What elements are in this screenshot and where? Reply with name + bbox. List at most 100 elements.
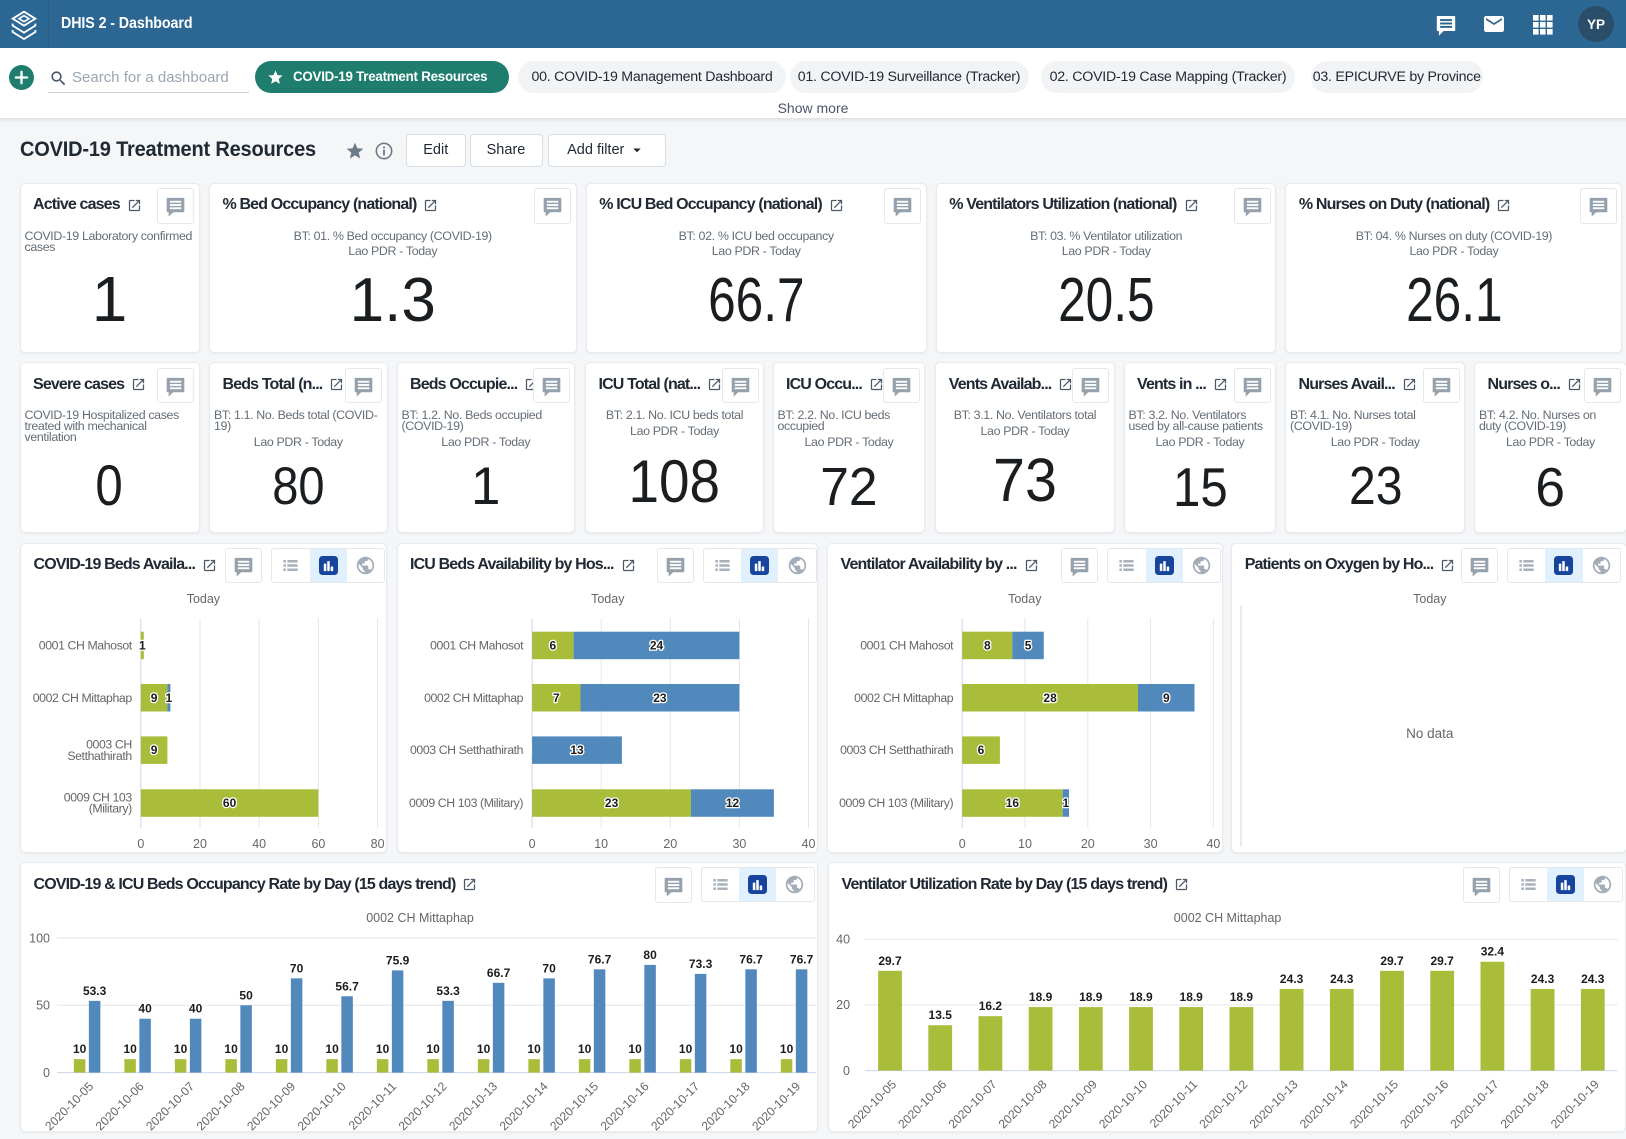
- svg-text:2020-10-19: 2020-10-19: [749, 1079, 803, 1131]
- svg-text:2020-10-18: 2020-10-18: [699, 1079, 753, 1131]
- svg-text:0003 CH: 0003 CH: [86, 737, 132, 751]
- svg-text:29.7: 29.7: [1431, 954, 1455, 968]
- svg-text:40: 40: [1206, 836, 1220, 850]
- svg-text:0002 CH Mittaphap: 0002 CH Mittaphap: [33, 690, 133, 704]
- svg-text:29.7: 29.7: [878, 954, 902, 968]
- svg-text:2020-10-05: 2020-10-05: [42, 1079, 96, 1131]
- svg-text:10: 10: [679, 1042, 693, 1056]
- svg-text:0: 0: [137, 836, 144, 850]
- svg-text:2020-10-08: 2020-10-08: [194, 1079, 248, 1131]
- svg-text:0002 CH Mittaphap: 0002 CH Mittaphap: [366, 911, 474, 925]
- svg-text:80: 80: [643, 948, 657, 962]
- svg-text:24: 24: [649, 638, 663, 652]
- svg-text:13.5: 13.5: [929, 1008, 953, 1022]
- svg-text:(Military): (Military): [89, 801, 132, 815]
- svg-text:2020-10-15: 2020-10-15: [547, 1079, 601, 1131]
- svg-text:12: 12: [725, 795, 739, 809]
- svg-text:20: 20: [663, 836, 677, 850]
- svg-text:10: 10: [594, 836, 608, 850]
- svg-text:13: 13: [570, 743, 584, 757]
- svg-text:0: 0: [528, 836, 535, 850]
- svg-text:2020-10-14: 2020-10-14: [1297, 1077, 1351, 1131]
- svg-text:30: 30: [1144, 836, 1158, 850]
- svg-text:10: 10: [426, 1042, 440, 1056]
- svg-text:2020-10-13: 2020-10-13: [446, 1079, 500, 1131]
- svg-text:23: 23: [604, 795, 618, 809]
- svg-text:Setthathirath: Setthathirath: [67, 748, 132, 762]
- svg-text:5: 5: [1025, 638, 1032, 652]
- svg-text:2020-10-11: 2020-10-11: [1147, 1077, 1200, 1130]
- svg-text:2020-10-06: 2020-10-06: [895, 1077, 949, 1131]
- svg-text:10: 10: [628, 1042, 642, 1056]
- svg-text:0003 CH Setthathirath: 0003 CH Setthathirath: [409, 743, 523, 757]
- svg-text:18.9: 18.9: [1079, 990, 1103, 1004]
- svg-text:20: 20: [193, 836, 207, 850]
- svg-text:40: 40: [138, 1002, 152, 1016]
- svg-text:2020-10-12: 2020-10-12: [396, 1079, 450, 1131]
- svg-text:18.9: 18.9: [1180, 990, 1204, 1004]
- svg-text:53.3: 53.3: [83, 984, 107, 998]
- svg-text:10: 10: [224, 1042, 238, 1056]
- svg-text:2020-10-07: 2020-10-07: [143, 1079, 197, 1131]
- svg-text:0001 CH Mahosot: 0001 CH Mahosot: [430, 638, 524, 652]
- svg-text:40: 40: [801, 836, 815, 850]
- svg-text:2020-10-05: 2020-10-05: [845, 1077, 899, 1131]
- svg-text:16.2: 16.2: [979, 999, 1003, 1013]
- svg-text:24.3: 24.3: [1280, 972, 1304, 986]
- svg-text:18.9: 18.9: [1029, 990, 1053, 1004]
- svg-text:40: 40: [252, 836, 266, 850]
- svg-text:Today: Today: [1413, 591, 1447, 605]
- svg-text:6: 6: [978, 743, 985, 757]
- svg-text:10: 10: [73, 1042, 87, 1056]
- svg-text:Today: Today: [1008, 591, 1042, 605]
- svg-text:28: 28: [1043, 690, 1057, 704]
- svg-text:0: 0: [843, 1064, 850, 1078]
- svg-text:2020-10-16: 2020-10-16: [1397, 1077, 1451, 1131]
- svg-text:2020-10-11: 2020-10-11: [346, 1079, 399, 1131]
- svg-text:10: 10: [578, 1042, 592, 1056]
- svg-text:2020-10-07: 2020-10-07: [946, 1077, 1000, 1131]
- svg-text:70: 70: [290, 962, 304, 976]
- svg-text:2020-10-18: 2020-10-18: [1498, 1077, 1552, 1131]
- svg-text:60: 60: [223, 795, 237, 809]
- svg-text:50: 50: [239, 989, 253, 1003]
- svg-text:0: 0: [959, 836, 966, 850]
- svg-text:2020-10-19: 2020-10-19: [1548, 1077, 1602, 1131]
- svg-text:10: 10: [275, 1042, 289, 1056]
- svg-text:0002 CH Mittaphap: 0002 CH Mittaphap: [1174, 911, 1282, 925]
- svg-text:2020-10-15: 2020-10-15: [1347, 1077, 1401, 1131]
- svg-text:9: 9: [151, 743, 158, 757]
- svg-text:80: 80: [371, 836, 385, 850]
- svg-text:10: 10: [376, 1042, 390, 1056]
- svg-text:76.7: 76.7: [739, 953, 763, 967]
- svg-text:10: 10: [780, 1042, 794, 1056]
- svg-text:9: 9: [1163, 690, 1170, 704]
- svg-text:50: 50: [36, 999, 50, 1013]
- svg-text:2020-10-16: 2020-10-16: [598, 1079, 652, 1131]
- svg-text:76.7: 76.7: [790, 953, 814, 967]
- svg-text:0: 0: [43, 1066, 50, 1080]
- svg-text:No data: No data: [1406, 725, 1454, 740]
- svg-text:24.3: 24.3: [1531, 972, 1555, 986]
- svg-text:Today: Today: [187, 591, 221, 605]
- svg-text:70: 70: [542, 962, 556, 976]
- svg-text:9: 9: [151, 690, 158, 704]
- svg-text:2020-10-06: 2020-10-06: [93, 1079, 147, 1131]
- svg-text:100: 100: [29, 932, 50, 946]
- svg-text:2020-10-09: 2020-10-09: [1046, 1077, 1100, 1131]
- svg-text:10: 10: [527, 1042, 541, 1056]
- svg-text:2020-10-08: 2020-10-08: [996, 1077, 1050, 1131]
- svg-text:0001 CH Mahosot: 0001 CH Mahosot: [860, 638, 954, 652]
- svg-text:10: 10: [174, 1042, 188, 1056]
- svg-text:56.7: 56.7: [335, 980, 359, 994]
- svg-text:2020-10-13: 2020-10-13: [1247, 1077, 1301, 1131]
- svg-text:40: 40: [836, 933, 850, 947]
- svg-text:0009 CH 103 (Military): 0009 CH 103 (Military): [409, 795, 523, 809]
- svg-text:0009 CH 103: 0009 CH 103: [64, 790, 133, 804]
- svg-text:40: 40: [189, 1002, 203, 1016]
- svg-text:10: 10: [477, 1042, 491, 1056]
- svg-text:2020-10-14: 2020-10-14: [497, 1079, 551, 1131]
- svg-text:18.9: 18.9: [1230, 990, 1254, 1004]
- svg-text:10: 10: [325, 1042, 339, 1056]
- svg-text:10: 10: [123, 1042, 137, 1056]
